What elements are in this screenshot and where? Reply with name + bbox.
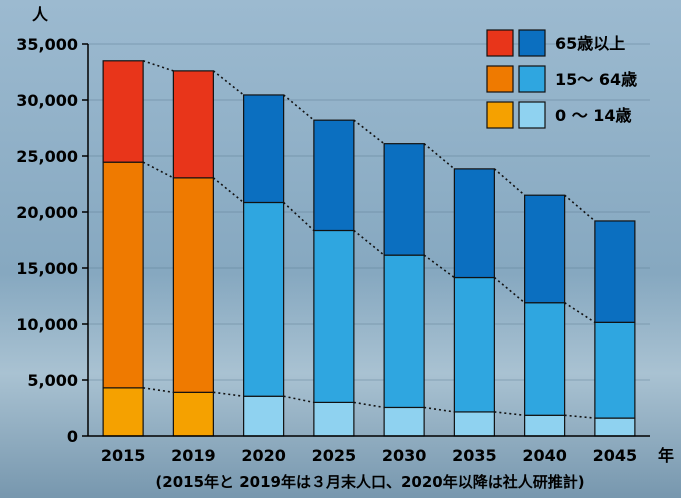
bar-segment [102, 60, 144, 163]
connector-line [564, 194, 596, 222]
connector-line [353, 401, 385, 409]
legend-swatch-projected [518, 101, 546, 129]
y-tick-label: 5,000 [27, 371, 78, 390]
connector-line [283, 201, 315, 232]
legend-label: 0 〜 14歳 [555, 106, 632, 125]
legend-swatch-actual [486, 101, 514, 129]
bar-segment [102, 387, 144, 437]
x-tick-label: 2040 [522, 446, 567, 465]
legend-swatch-actual [486, 29, 514, 57]
legend-swatch-projected [518, 65, 546, 93]
connector-line [213, 391, 244, 398]
bar-segment [594, 220, 636, 323]
bar-segment [383, 254, 425, 409]
bar-segment [172, 177, 214, 393]
legend-label: 65歳以上 [555, 34, 625, 53]
connector-line [493, 168, 526, 196]
connector-line [564, 302, 596, 323]
legend: 65歳以上 15〜 64歳 0 〜 14歳 [486, 29, 637, 129]
bar-segment [524, 302, 566, 416]
connector-line [353, 229, 385, 256]
connector-line [564, 414, 595, 419]
bar-segment [453, 411, 495, 437]
connector-line [423, 143, 455, 170]
bar-segment [453, 276, 495, 413]
bar-segment [172, 391, 214, 437]
bar-segment [243, 395, 285, 437]
y-unit-label: 人 [32, 5, 49, 24]
connector-line [494, 411, 525, 417]
legend-swatch-projected [518, 29, 546, 57]
connector-line [283, 94, 315, 121]
y-tick-label: 20,000 [16, 203, 78, 222]
bar-segment [172, 70, 214, 179]
connector-line [142, 60, 174, 72]
legend-swatch-actual [486, 65, 514, 93]
bar-segment [524, 414, 566, 437]
connector-line [424, 406, 455, 413]
y-tick-label: 30,000 [16, 91, 78, 110]
y-tick-label: 0 [67, 427, 78, 446]
x-tick-labels: 2015 2019 2020 2025 2030 2035 2040 2045 [101, 446, 637, 465]
chart-note: (2015年と 2019年は３月末人口、2020年以降は社人研推計) [155, 473, 584, 491]
connector-line [142, 161, 174, 179]
connector-line [283, 395, 315, 404]
connector-line [423, 254, 455, 279]
y-tick-label: 15,000 [16, 259, 78, 278]
bar-segment [594, 417, 636, 437]
bar-segment [243, 94, 285, 204]
connector-line [143, 387, 174, 394]
y-tick-label: 25,000 [16, 147, 78, 166]
x-unit-label: 年 [658, 446, 674, 465]
bar-segment [313, 229, 355, 403]
y-tick-labels: 0 5,000 10,000 15,000 20,000 25,000 30,000 35,0… [16, 35, 78, 446]
bar-segment [243, 201, 285, 397]
connector-lines [142, 60, 596, 419]
bar-segment [453, 168, 495, 279]
connector-line [493, 276, 526, 304]
x-tick-label: 2025 [312, 446, 357, 465]
legend-label: 15〜 64歳 [555, 70, 637, 89]
bar-segment [383, 406, 425, 437]
bar-segment [313, 401, 355, 437]
connector-line [353, 119, 385, 145]
x-tick-label: 2030 [382, 446, 427, 465]
y-tick-label: 10,000 [16, 315, 78, 334]
x-tick-label: 2045 [593, 446, 638, 465]
bar-segment [102, 161, 144, 389]
x-tick-label: 2020 [241, 446, 286, 465]
bar-segment [524, 194, 566, 304]
x-tick-label: 2035 [452, 446, 497, 465]
x-tick-label: 2015 [101, 446, 146, 465]
connector-line [212, 70, 245, 96]
connector-line [212, 177, 245, 204]
x-tick-label: 2019 [171, 446, 216, 465]
bar-segment [383, 143, 425, 256]
y-tick-label: 35,000 [16, 35, 78, 54]
bars [102, 60, 636, 437]
bar-segment [594, 321, 636, 419]
bar-segment [313, 119, 355, 232]
